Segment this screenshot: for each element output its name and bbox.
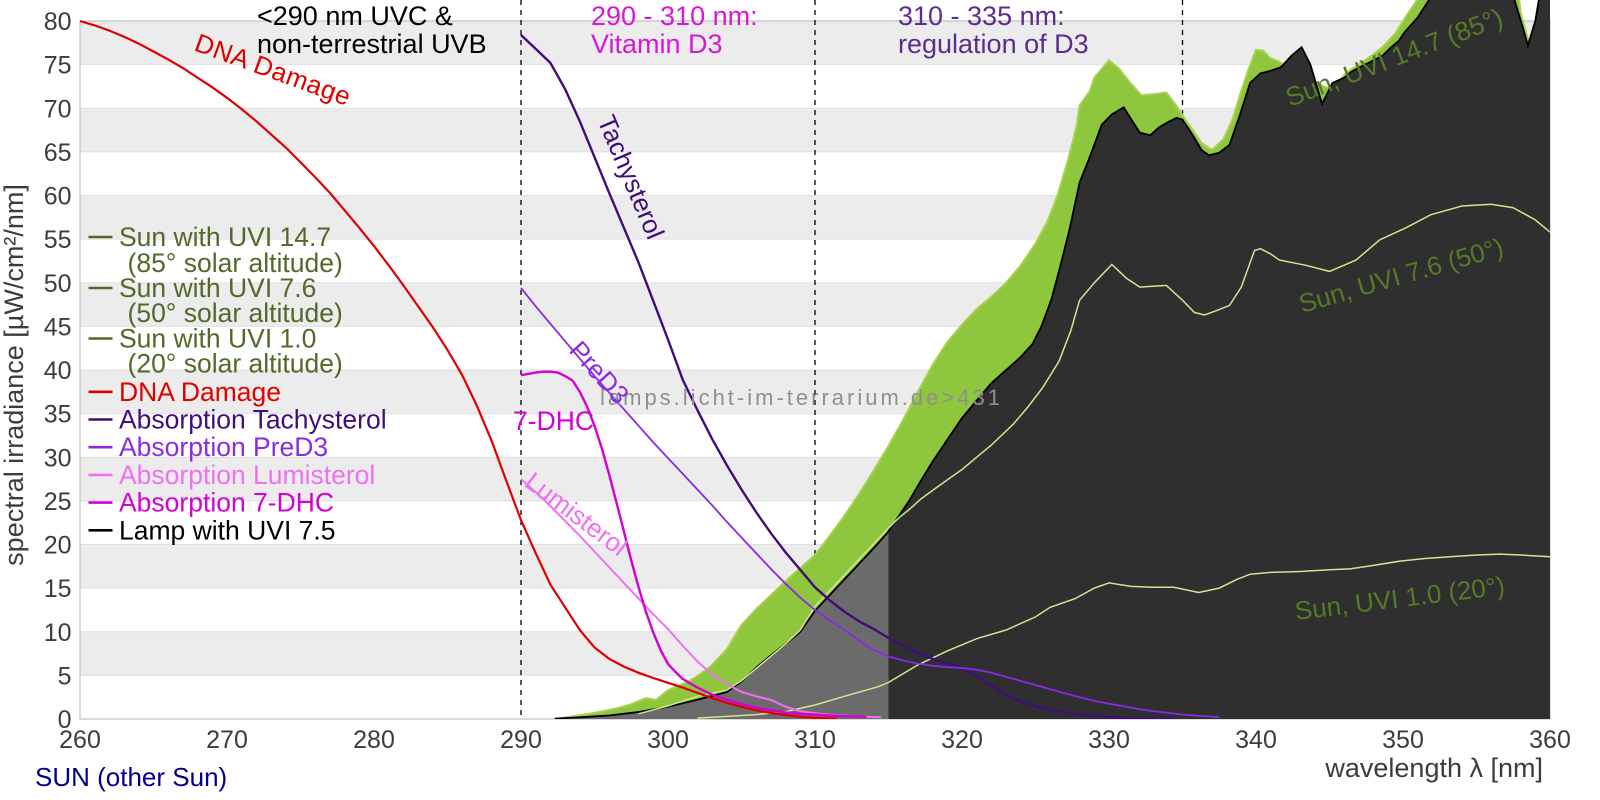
svg-text:wavelength λ [nm]: wavelength λ [nm] (1324, 753, 1543, 783)
svg-text:Absorption Tachysterol: Absorption Tachysterol (119, 405, 387, 435)
svg-text:regulation of D3: regulation of D3 (898, 29, 1089, 59)
svg-text:270: 270 (206, 726, 248, 754)
svg-text:5: 5 (58, 662, 72, 690)
svg-text:non-terrestrial UVB: non-terrestrial UVB (257, 29, 487, 59)
svg-text:Sun with UVI 14.7: Sun with UVI 14.7 (119, 222, 331, 252)
svg-text:310 - 335 nm:: 310 - 335 nm: (898, 1, 1065, 31)
svg-text:(20° solar altitude): (20° solar altitude) (128, 349, 343, 379)
svg-text:<290 nm UVC &: <290 nm UVC & (257, 1, 453, 31)
svg-text:(85° solar altitude): (85° solar altitude) (128, 248, 343, 278)
svg-text:20: 20 (44, 532, 72, 560)
svg-text:50: 50 (44, 270, 72, 298)
svg-text:(50° solar altitude): (50° solar altitude) (128, 298, 343, 328)
svg-text:80: 80 (44, 8, 72, 36)
svg-text:35: 35 (44, 401, 72, 429)
svg-text:Absorption PreD3: Absorption PreD3 (119, 432, 328, 462)
svg-text:290 - 310 nm:: 290 - 310 nm: (591, 1, 758, 31)
svg-text:30: 30 (44, 444, 72, 472)
svg-text:Sun with UVI 1.0: Sun with UVI 1.0 (119, 324, 316, 354)
svg-text:Lamp with UVI 7.5: Lamp with UVI 7.5 (119, 515, 336, 545)
svg-text:360: 360 (1529, 726, 1571, 754)
svg-text:10: 10 (44, 619, 72, 647)
svg-text:290: 290 (500, 726, 542, 754)
svg-text:Sun with UVI 7.6: Sun with UVI 7.6 (119, 273, 316, 303)
svg-text:7-DHC: 7-DHC (513, 406, 594, 436)
svg-text:40: 40 (44, 357, 72, 385)
svg-text:70: 70 (44, 95, 72, 123)
svg-text:45: 45 (44, 313, 72, 341)
svg-text:25: 25 (44, 488, 72, 516)
svg-text:0: 0 (58, 706, 72, 734)
svg-text:DNA Damage: DNA Damage (119, 377, 281, 407)
svg-text:310: 310 (794, 726, 836, 754)
svg-text:340: 340 (1235, 726, 1277, 754)
svg-text:60: 60 (44, 183, 72, 211)
svg-text:spectral irradiance [µW/cm²/nm: spectral irradiance [µW/cm²/nm] (0, 184, 29, 566)
svg-text:75: 75 (44, 52, 72, 80)
svg-text:320: 320 (941, 726, 983, 754)
svg-text:Absorption 7-DHC: Absorption 7-DHC (119, 488, 334, 518)
svg-text:330: 330 (1088, 726, 1130, 754)
svg-text:15: 15 (44, 575, 72, 603)
svg-text:55: 55 (44, 226, 72, 254)
svg-text:260: 260 (59, 726, 101, 754)
svg-text:280: 280 (353, 726, 395, 754)
svg-text:Vitamin D3: Vitamin D3 (591, 29, 723, 59)
svg-text:SUN (other Sun): SUN (other Sun) (35, 762, 227, 792)
svg-text:Absorption Lumisterol: Absorption Lumisterol (119, 460, 375, 490)
svg-text:lamps.licht-im-terrarium.de>43: lamps.licht-im-terrarium.de>431 (600, 385, 1003, 410)
svg-text:300: 300 (647, 726, 689, 754)
svg-text:65: 65 (44, 139, 72, 167)
svg-text:350: 350 (1382, 726, 1424, 754)
